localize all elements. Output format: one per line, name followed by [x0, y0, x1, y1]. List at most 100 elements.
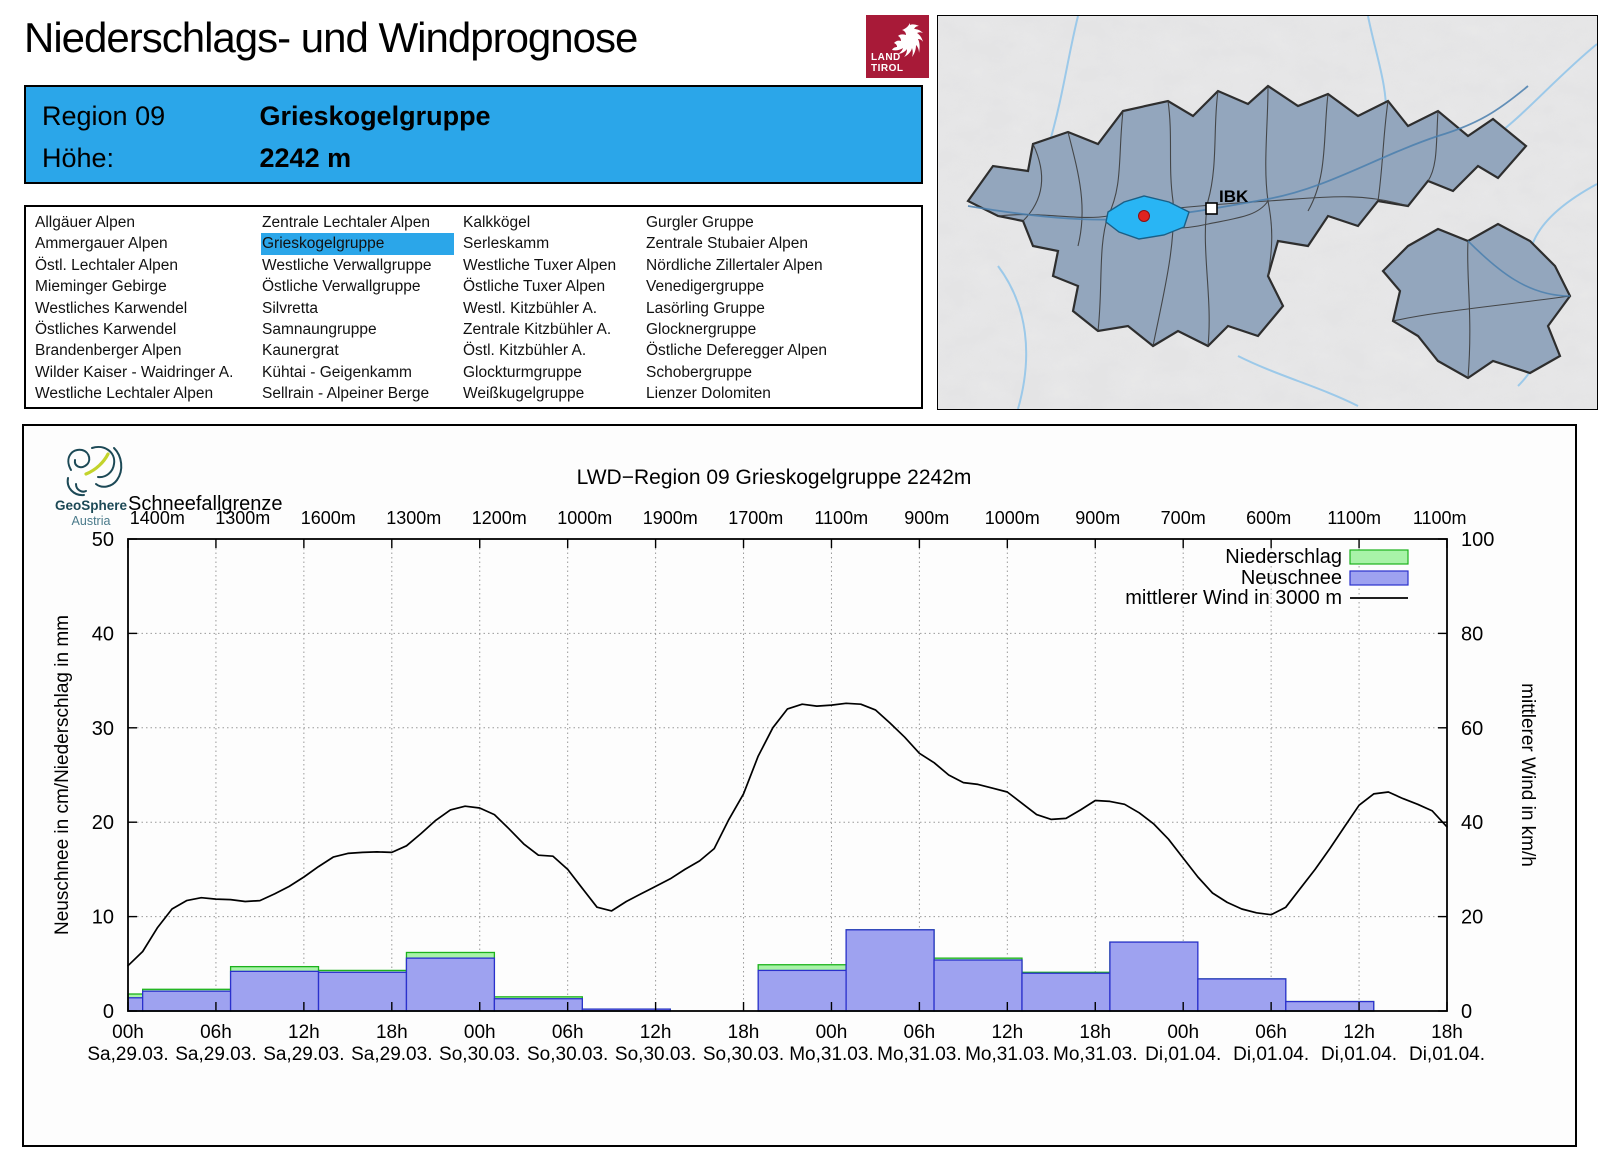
- chart-title: LWD−Region 09 Grieskogelgruppe 2242m: [577, 466, 972, 489]
- chart-axis-labels: 1400m 1300m 1600m 1300m 1200m 1000m 1900m 1700m…: [87, 508, 1494, 1065]
- altitude-label: Höhe:: [42, 143, 115, 173]
- region-list-item[interactable]: Westl. Kitzbühler A.: [463, 299, 598, 317]
- x-tick-date: Sa,29.03.: [175, 1044, 256, 1065]
- snowline-value: 1100m: [814, 508, 868, 528]
- x-tick-time: 12h: [1343, 1022, 1375, 1043]
- region-list-item[interactable]: Serleskamm: [463, 235, 550, 253]
- svg-text:60: 60: [1461, 718, 1483, 740]
- map-station-dot: [1138, 210, 1150, 222]
- snowline-value: 1100m: [1413, 508, 1467, 528]
- snowline-value: 1000m: [557, 508, 612, 528]
- svg-text:50: 50: [92, 529, 114, 551]
- legend-swatch-neuschnee: [1349, 570, 1409, 586]
- region-list-item[interactable]: Allgäuer Alpen: [35, 214, 135, 231]
- region-list-item[interactable]: Kühtai - Geigenkamm: [262, 363, 412, 381]
- svg-text:20: 20: [1461, 907, 1483, 929]
- region-list-item[interactable]: Östliche Verwallgruppe: [262, 278, 421, 296]
- x-tick-date: Di,01.04.: [1233, 1044, 1309, 1065]
- x-tick-time: 00h: [464, 1022, 496, 1043]
- region-list-item[interactable]: Venedigergruppe: [646, 278, 765, 296]
- legend-wind: mittlerer Wind in 3000 m: [1125, 587, 1342, 609]
- bar-neuschnee: [127, 997, 144, 1012]
- x-tick-date: Di,01.04.: [1145, 1044, 1221, 1065]
- region-list-item[interactable]: Westliche Verwallgruppe: [262, 256, 432, 274]
- region-list-item[interactable]: Lasörling Gruppe: [646, 299, 765, 317]
- x-tick-date: Sa,29.03.: [87, 1044, 168, 1065]
- tirol-map[interactable]: IBK: [937, 15, 1598, 410]
- region-list-item[interactable]: Glockturmgruppe: [463, 363, 582, 381]
- svg-text:30: 30: [92, 718, 114, 740]
- region-list-item[interactable]: Glocknergruppe: [646, 321, 757, 339]
- region-label: Region 09: [42, 101, 166, 131]
- svg-text:100: 100: [1461, 529, 1494, 551]
- x-tick-date: Di,01.04.: [1321, 1044, 1397, 1065]
- region-list-item[interactable]: Silvretta: [262, 299, 318, 317]
- map-east-tirol-region: [1381, 222, 1572, 380]
- region-list-item[interactable]: Sellrain - Alpeiner Berge: [262, 385, 430, 403]
- region-list-item[interactable]: Gurgler Gruppe: [646, 214, 754, 231]
- svg-text:80: 80: [1461, 623, 1483, 645]
- snowline-value: 1600m: [301, 508, 356, 528]
- x-tick-time: 00h: [816, 1022, 848, 1043]
- bar-neuschnee: [1197, 978, 1287, 1012]
- forecast-chart: GeoSphere Austria LWD−Region 09 Grieskog…: [52, 446, 1538, 1065]
- x-tick-date: So,30.03.: [703, 1044, 784, 1065]
- region-list-item[interactable]: Östliche Deferegger Alpen: [646, 342, 827, 360]
- map-east-tirol-borders: [1392, 240, 1571, 379]
- region-list-item[interactable]: Westliche Lechtaler Alpen: [35, 385, 214, 403]
- region-list-item[interactable]: Lienzer Dolomiten: [646, 385, 771, 403]
- region-list-item[interactable]: Kaunergrat: [262, 342, 339, 360]
- region-list-item[interactable]: Zentrale Stubaier Alpen: [646, 235, 808, 253]
- map-drau-river: [1467, 240, 1571, 297]
- bar-neuschnee: [1109, 941, 1199, 1012]
- map-ibk-label: IBK: [1219, 187, 1249, 206]
- region-list-item[interactable]: Östl. Kitzbühler A.: [463, 342, 587, 360]
- svg-text:Austria: Austria: [72, 514, 111, 528]
- x-tick-date: Di,01.04.: [1409, 1044, 1485, 1065]
- region-list-item[interactable]: Östl. Lechtaler Alpen: [35, 256, 179, 274]
- snowline-value: 1200m: [472, 508, 527, 528]
- region-list-item[interactable]: Ammergauer Alpen: [35, 235, 168, 253]
- region-list-item[interactable]: Westliche Tuxer Alpen: [463, 256, 617, 274]
- region-list-item[interactable]: Schobergruppe: [646, 363, 752, 381]
- snowline-value: 600m: [1246, 508, 1291, 528]
- region-list-column: Zentrale Lechtaler Alpen Grieskogelgruppe…: [261, 212, 462, 407]
- svg-text:GeoSphere: GeoSphere: [55, 498, 128, 513]
- x-tick-time: 12h: [640, 1022, 672, 1043]
- x-tick-time: 18h: [376, 1022, 408, 1043]
- region-list-item[interactable]: Zentrale Kitzbühler A.: [463, 321, 612, 339]
- bar-neuschnee: [1285, 1000, 1375, 1012]
- region-list-item[interactable]: Brandenberger Alpen: [35, 342, 182, 360]
- region-list-item[interactable]: Östliche Tuxer Alpen: [463, 278, 606, 296]
- region-list-item[interactable]: Nördliche Zillertaler Alpen: [646, 256, 823, 274]
- region-list-item[interactable]: Östliches Karwendel: [35, 321, 177, 339]
- x-tick-time: 06h: [552, 1022, 584, 1043]
- x-tick-time: 18h: [1079, 1022, 1111, 1043]
- region-list-column: Allgäuer Alpen Ammergauer Alpen Östl. Lech…: [34, 212, 261, 407]
- snowline-value: 1300m: [386, 508, 441, 528]
- bar-neuschnee: [933, 959, 1023, 1012]
- region-list-item[interactable]: Westliches Karwendel: [35, 299, 188, 317]
- x-tick-time: 18h: [1431, 1022, 1463, 1043]
- x-tick-date: Sa,29.03.: [351, 1044, 432, 1065]
- snowline-value: 900m: [904, 508, 949, 528]
- chart-grid: [128, 539, 1447, 1011]
- region-list-item[interactable]: Mieminger Gebirge: [35, 278, 167, 296]
- region-list: Allgäuer Alpen Ammergauer Alpen Östl. Lech…: [24, 205, 923, 409]
- x-tick-date: Sa,29.03.: [263, 1044, 344, 1065]
- region-list-column: Gurgler Gruppe Zentrale Stubaier Alpen Nör…: [645, 212, 895, 407]
- region-list-item[interactable]: Kalkkögel: [463, 214, 531, 231]
- svg-text:0: 0: [1461, 1001, 1472, 1023]
- svg-text:0: 0: [103, 1001, 114, 1023]
- region-list-item[interactable]: Zentrale Lechtaler Alpen: [262, 214, 431, 231]
- region-list-item[interactable]: Wilder Kaiser - Waidringer A.: [35, 363, 234, 381]
- x-tick-date: Mo,31.03.: [877, 1044, 962, 1065]
- region-list-item-selected[interactable]: Grieskogelgruppe: [261, 233, 454, 255]
- x-tick-date: So,30.03.: [439, 1044, 520, 1065]
- x-tick-time: 06h: [200, 1022, 232, 1043]
- region-list-item[interactable]: Weißkugelgruppe: [463, 385, 585, 403]
- x-tick-time: 00h: [1167, 1022, 1199, 1043]
- bar-neuschnee: [142, 990, 232, 1012]
- region-list-item[interactable]: Samnaungruppe: [262, 321, 377, 339]
